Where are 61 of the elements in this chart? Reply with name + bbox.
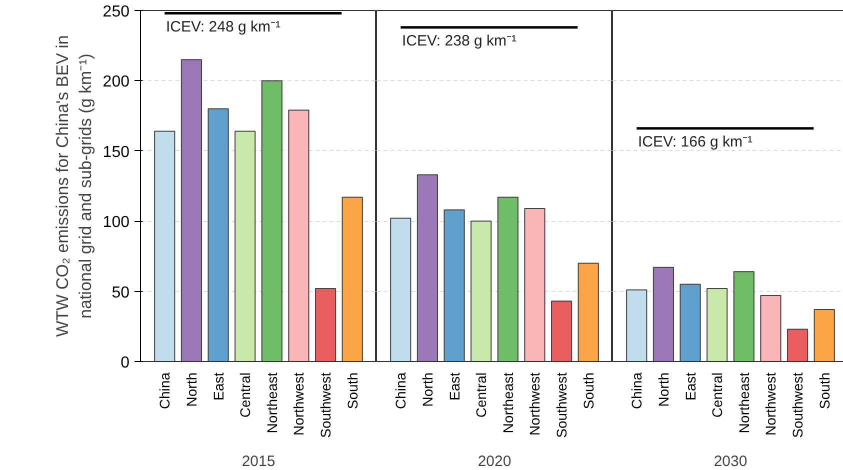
bar	[497, 196, 518, 362]
bar	[154, 130, 176, 362]
bar	[550, 300, 572, 362]
x-tick-label: Southwest	[554, 372, 570, 438]
ref-line-label: ICEV: 166 g km⁻¹	[638, 133, 752, 150]
x-tick-label: Northeast	[264, 372, 280, 434]
bar	[786, 328, 808, 362]
y-tick-label: 250	[102, 4, 130, 20]
bar	[444, 209, 465, 362]
bar	[578, 262, 599, 362]
x-tick-label: Southwest	[790, 372, 806, 438]
x-tick-label: South	[816, 372, 832, 410]
y-tick-label: 100	[102, 214, 130, 232]
bar	[733, 271, 754, 362]
bar	[814, 309, 835, 362]
x-axis-title: 2015	[242, 452, 276, 470]
ref-line-label: ICEV: 238 g km⁻¹	[402, 32, 516, 50]
x-axis-title: 2030	[714, 452, 748, 470]
bar	[208, 108, 229, 362]
x-tick-label: Northwest	[526, 372, 543, 436]
bar	[652, 266, 674, 362]
x-tick-label: Northwest	[762, 372, 779, 436]
x-axis-title: 2020	[478, 452, 512, 470]
bar	[261, 80, 282, 362]
bar	[180, 59, 202, 362]
x-tick-label: East	[682, 372, 698, 401]
bar	[288, 110, 310, 362]
bar	[342, 196, 363, 362]
x-tick-label: Central	[709, 372, 726, 418]
y-tick-label: 50	[112, 284, 130, 302]
x-tick-label: North	[655, 372, 672, 407]
bar	[680, 284, 701, 362]
y-axis-title: WTW CO₂ emissions for China's BEV in national grid and sub-grids (g km⁻¹)	[53, 35, 95, 337]
bar	[760, 295, 782, 362]
bar	[416, 174, 438, 362]
x-tick-label: China	[156, 372, 173, 410]
x-tick-label: North	[419, 372, 436, 407]
ref-line-label: ICEV: 248 g km⁻¹	[166, 18, 280, 36]
x-tick-label: South	[344, 372, 360, 410]
y-tick-label: 200	[102, 74, 130, 91]
x-tick-label: China	[392, 372, 409, 410]
bar	[390, 218, 412, 362]
x-tick-label: Southwest	[318, 372, 334, 438]
x-tick-label: Central	[237, 372, 254, 418]
bar	[234, 130, 256, 362]
y-tick-label: 0	[120, 354, 130, 372]
x-tick-label: East	[446, 372, 462, 401]
x-tick-label: Northeast	[736, 372, 752, 434]
x-tick-label: North	[183, 372, 200, 407]
x-tick-label: Northwest	[290, 372, 307, 436]
bar	[626, 289, 648, 362]
y-tick-label: 150	[102, 144, 130, 161]
x-tick-label: Northeast	[500, 372, 516, 434]
bar	[314, 288, 336, 362]
x-tick-label: South	[580, 372, 596, 410]
x-tick-label: China	[628, 372, 645, 410]
bar	[706, 288, 728, 362]
bar	[524, 208, 546, 362]
x-tick-label: Central	[473, 372, 490, 418]
bar	[470, 220, 492, 362]
x-tick-label: East	[210, 372, 226, 401]
